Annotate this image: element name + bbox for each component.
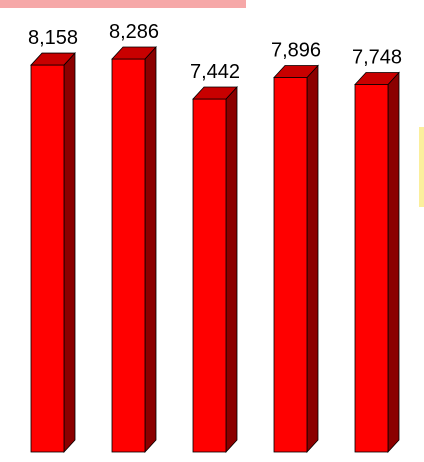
bar-front-face xyxy=(30,64,65,453)
side-accent-strip xyxy=(419,127,424,207)
bar-top-face xyxy=(273,65,319,78)
bar-5 xyxy=(354,71,400,454)
value-label-5: 7,748 xyxy=(352,47,402,69)
value-label-4: 7,896 xyxy=(271,39,321,61)
bar-front-face xyxy=(273,77,308,453)
value-label-2: 8,286 xyxy=(109,21,159,43)
bar-side-face xyxy=(63,52,76,454)
bar-top-face xyxy=(30,52,76,66)
bar-1 xyxy=(30,52,76,454)
bar-top-face xyxy=(354,72,400,85)
bar-top-face xyxy=(192,86,238,100)
top-accent-bar xyxy=(0,0,246,8)
bar-2 xyxy=(111,45,157,454)
bar-3 xyxy=(192,86,238,454)
bar-top-face xyxy=(111,46,157,60)
bar-side-face xyxy=(144,45,157,454)
bar-front-face xyxy=(354,84,389,453)
value-label-3: 7,442 xyxy=(190,61,240,83)
bar-front-face xyxy=(111,58,146,453)
bar-side-face xyxy=(387,71,400,454)
bar-side-face xyxy=(306,64,319,454)
bar-4 xyxy=(273,64,319,454)
bar-side-face xyxy=(225,86,238,454)
bar-front-face xyxy=(192,98,227,453)
value-label-1: 8,158 xyxy=(28,27,78,49)
